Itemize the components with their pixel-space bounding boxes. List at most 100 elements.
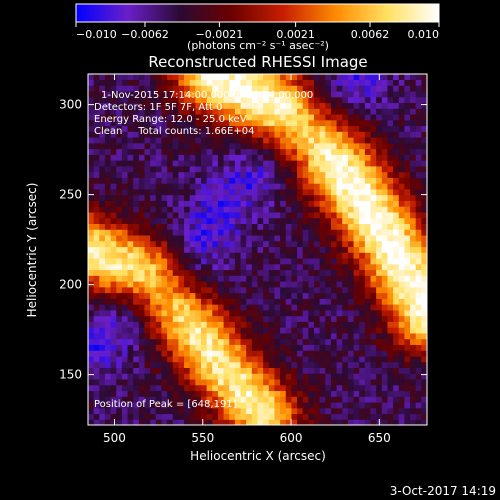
heatmap-cell xyxy=(172,350,179,357)
heatmap-cell xyxy=(359,200,366,207)
heatmap-cell xyxy=(155,85,163,92)
heatmap-cell xyxy=(229,309,236,317)
heatmap-cell xyxy=(195,234,202,242)
heatmap-cell xyxy=(387,194,394,201)
heatmap-cell xyxy=(268,292,276,299)
heatmap-cell xyxy=(347,419,355,425)
heatmap-cell xyxy=(263,108,270,115)
heatmap-cell xyxy=(201,240,208,248)
heatmap-cell xyxy=(93,206,100,213)
heatmap-cell xyxy=(330,194,338,201)
heatmap-cell xyxy=(381,119,389,127)
heatmap-cell xyxy=(381,252,389,259)
heatmap-cell xyxy=(302,96,309,104)
heatmap-cell xyxy=(381,263,389,271)
heatmap-cell xyxy=(144,154,151,161)
heatmap-cell xyxy=(387,390,394,397)
heatmap-cell xyxy=(195,171,202,178)
heatmap-cell xyxy=(251,407,259,415)
heatmap-cell xyxy=(387,206,394,213)
heatmap-cell xyxy=(410,315,417,322)
heatmap-cell xyxy=(88,211,95,219)
heatmap-cell xyxy=(342,350,349,357)
heatmap-cell xyxy=(150,269,157,276)
heatmap-cell xyxy=(410,298,417,305)
heatmap-cell xyxy=(353,223,360,230)
heatmap-cell xyxy=(410,148,417,155)
heatmap-cell xyxy=(99,229,106,236)
heatmap-cell xyxy=(99,263,106,271)
heatmap-cell xyxy=(212,327,219,334)
heatmap-cell xyxy=(246,119,253,127)
heatmap-cell xyxy=(172,401,179,409)
heatmap-cell xyxy=(150,171,157,178)
heatmap-cell xyxy=(370,234,377,242)
heatmap-cell xyxy=(206,90,213,98)
heatmap-cell xyxy=(251,125,259,132)
heatmap-cell xyxy=(319,125,326,132)
heatmap-cell xyxy=(133,407,140,415)
heatmap-cell xyxy=(133,275,140,282)
heatmap-cell xyxy=(421,321,427,328)
heatmap-cell xyxy=(263,113,270,121)
heatmap-cell xyxy=(381,131,389,138)
heatmap-cell xyxy=(314,269,321,276)
heatmap-cell xyxy=(212,119,219,127)
heatmap-cell xyxy=(297,419,304,425)
heatmap-cell xyxy=(342,246,349,253)
heatmap-cell xyxy=(336,257,343,265)
heatmap-cell xyxy=(88,119,95,127)
heatmap-cell xyxy=(195,401,202,409)
heatmap-cell xyxy=(347,332,355,340)
heatmap-cell xyxy=(251,131,259,138)
heatmap-cell xyxy=(138,85,146,92)
heatmap-cell xyxy=(116,102,123,109)
heatmap-cell xyxy=(347,252,355,259)
heatmap-cell xyxy=(330,200,338,207)
heatmap-cell xyxy=(88,384,95,392)
heatmap-cell xyxy=(184,327,191,334)
heatmap-cell xyxy=(274,350,281,357)
heatmap-cell xyxy=(184,252,191,259)
heatmap-cell xyxy=(364,177,372,184)
heatmap-cell xyxy=(240,206,247,213)
heatmap-cell xyxy=(217,125,225,132)
heatmap-cell xyxy=(150,396,157,403)
heatmap-cell xyxy=(138,269,146,276)
heatmap-cell xyxy=(280,108,287,115)
heatmap-cell xyxy=(415,102,422,109)
heatmap-cell xyxy=(195,148,202,155)
heatmap-cell xyxy=(110,378,117,386)
heatmap-cell xyxy=(121,90,129,98)
heatmap-cell xyxy=(110,96,117,104)
heatmap-cell xyxy=(330,211,338,219)
heatmap-cell xyxy=(398,154,405,161)
heatmap-cell xyxy=(184,154,191,161)
heatmap-cell xyxy=(127,332,134,340)
heatmap-cell xyxy=(398,142,405,150)
heatmap-cell xyxy=(330,79,338,86)
heatmap-cell xyxy=(161,344,168,351)
heatmap-cell xyxy=(364,263,372,271)
heatmap-cell xyxy=(376,257,383,265)
heatmap-cell xyxy=(223,108,230,115)
heatmap-cell xyxy=(99,275,106,282)
heatmap-cell xyxy=(353,154,360,161)
heatmap-cell xyxy=(280,79,287,86)
heatmap-cell xyxy=(161,367,168,374)
heatmap-cell xyxy=(217,188,225,196)
heatmap-cell xyxy=(138,74,146,80)
heatmap-cell xyxy=(330,269,338,276)
heatmap-cell xyxy=(347,309,355,317)
heatmap-cell xyxy=(393,413,400,420)
heatmap-cell xyxy=(144,304,151,311)
heatmap-cell xyxy=(274,361,281,368)
heatmap-cell xyxy=(359,292,366,299)
heatmap-cell xyxy=(133,315,140,322)
heatmap-cell xyxy=(223,171,230,178)
heatmap-cell xyxy=(404,79,411,86)
heatmap-cell xyxy=(212,113,219,121)
heatmap-cell xyxy=(116,304,123,311)
heatmap-cell xyxy=(359,177,366,184)
heatmap-cell xyxy=(110,125,117,132)
